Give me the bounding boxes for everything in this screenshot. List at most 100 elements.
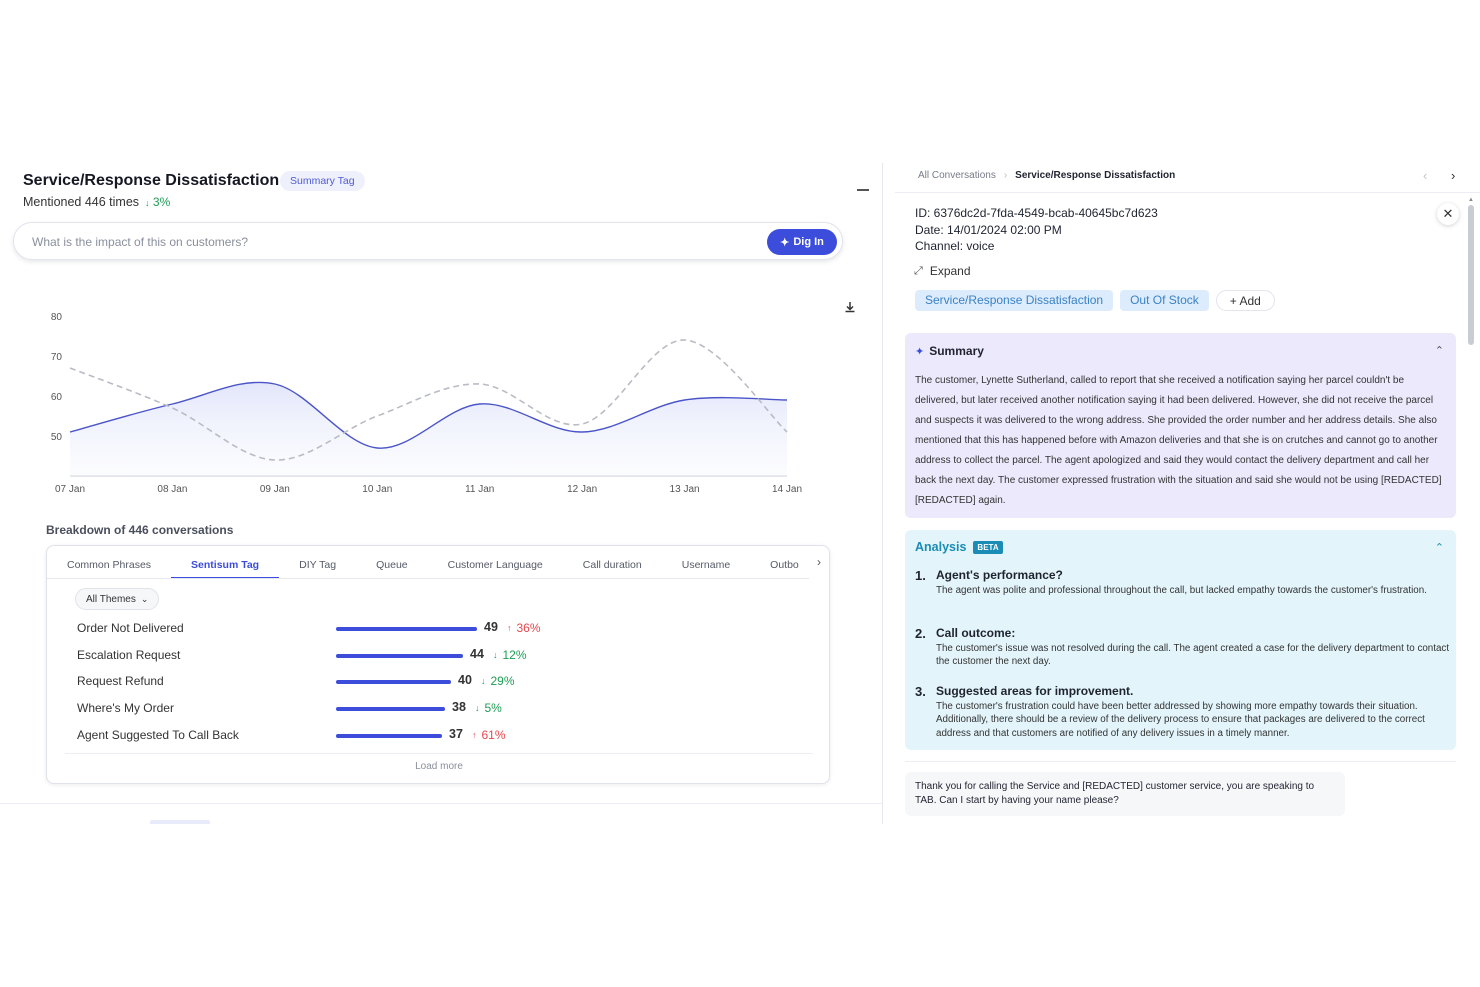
previous-conversation-icon[interactable]: ‹	[1423, 168, 1428, 183]
tab-sentisum-tag[interactable]: Sentisum Tag	[171, 546, 280, 578]
chevron-down-icon: ⌄	[140, 593, 149, 604]
scrollbar-thumb[interactable]	[1468, 205, 1474, 345]
list-item[interactable]: Order Not Delivered 49 ↑ 36%	[77, 619, 777, 639]
arrow-down-icon: ↓	[481, 676, 486, 687]
conversation-id: ID: 6376dc2d-7fda-4549-bcab-40645bc7d623	[915, 206, 1158, 220]
x-tick-label: 12 Jan	[567, 484, 597, 495]
theme-change: ↓ 29%	[481, 674, 515, 688]
tab-outbo[interactable]: Outbo	[770, 559, 799, 571]
theme-label: Escalation Request	[77, 647, 181, 662]
x-tick-label: 10 Jan	[362, 484, 392, 495]
summary-card: ✦ Summary ⌃ The customer, Lynette Suther…	[905, 333, 1456, 518]
y-tick-label: 60	[51, 392, 63, 403]
analysis-item-body: The customer's frustration could have be…	[936, 701, 1425, 739]
breadcrumb-root[interactable]: All Conversations	[918, 170, 996, 181]
theme-bar	[336, 627, 477, 631]
analysis-item-title: Agent's performance?	[936, 568, 1063, 582]
themes-dropdown-value: All Themes	[86, 593, 136, 605]
arrow-up-icon: ↑	[472, 729, 477, 740]
breadcrumb-current: Service/Response Dissatisfaction	[1015, 170, 1176, 181]
analysis-item-title: Call outcome:	[936, 626, 1016, 640]
theme-count: 49	[484, 620, 498, 634]
theme-change-value: 29%	[490, 674, 515, 689]
scroll-up-icon[interactable]: ▲	[1468, 197, 1474, 203]
ask-input[interactable]	[32, 232, 732, 252]
theme-label: Order Not Delivered	[77, 621, 184, 635]
summary-header[interactable]: ✦ Summary	[915, 344, 984, 358]
theme-change: ↓ 12%	[493, 648, 527, 662]
panel-divider	[882, 163, 883, 824]
tab-username[interactable]: Username	[681, 559, 731, 571]
ask-bar: ✦ Dig In	[13, 222, 843, 260]
theme-bar	[336, 653, 463, 658]
theme-bar	[336, 707, 445, 712]
x-tick-label: 07 Jan	[55, 484, 85, 495]
theme-count: 40	[458, 673, 472, 688]
summary-text: The customer, Lynette Sutherland, called…	[915, 375, 1442, 506]
conversation-tags: Service/Response Dissatisfaction Out Of …	[915, 290, 1275, 311]
analysis-title: Analysis	[915, 540, 967, 554]
load-more-button[interactable]: Load more	[65, 753, 813, 772]
analysis-item-number: 1.	[915, 568, 926, 583]
tab-call-duration[interactable]: Call duration	[582, 559, 642, 571]
comparison-series-line	[69, 339, 788, 461]
dig-in-label: Dig In	[793, 236, 824, 248]
minimize-icon[interactable]	[857, 189, 869, 191]
analysis-item-number: 3.	[915, 684, 926, 699]
tab-customer-language[interactable]: Customer Language	[447, 559, 543, 571]
theme-change-value: 36%	[516, 621, 541, 635]
add-tag-button[interactable]: + Add	[1215, 290, 1275, 311]
header-divider	[895, 192, 1480, 193]
tag-chip[interactable]: Out Of Stock	[1120, 290, 1209, 311]
chevron-right-icon[interactable]: ›	[817, 555, 821, 569]
download-icon[interactable]	[843, 300, 857, 314]
breakdown-tabs: Common Phrases Sentisum Tag DIY Tag Queue Cu…	[47, 546, 809, 579]
mention-count: Mentioned 446 times ↓ 3%	[23, 195, 170, 209]
mentions-line-chart: 50 60 70 80 07 Jan 08 Jan 09 Jan 10 Jan 11 Jan 12…	[51, 312, 802, 495]
tab-diy-tag[interactable]: DIY Tag	[299, 559, 337, 571]
list-item[interactable]: Where's My Order 38 ↓ 5%	[77, 699, 777, 719]
chevron-up-icon[interactable]: ⌃	[1434, 345, 1444, 357]
section-divider	[0, 803, 882, 804]
analysis-item-body: The agent was polite and professional th…	[936, 585, 1427, 596]
theme-count: 44	[470, 646, 484, 661]
page-title: Service/Response Dissatisfaction	[23, 172, 280, 189]
x-tick-label: 08 Jan	[157, 484, 187, 495]
x-tick-label: 13 Jan	[670, 484, 700, 495]
analysis-item-number: 2.	[915, 626, 926, 641]
list-item[interactable]: Escalation Request 44 ↓ 12%	[77, 646, 777, 666]
theme-change-value: 61%	[481, 727, 506, 742]
list-item[interactable]: Agent Suggested To Call Back 37 ↑ 61%	[77, 726, 777, 746]
next-section-chip	[150, 820, 210, 824]
analysis-card: Analysis BETA ⌃ 1. Agent's performance? …	[905, 530, 1456, 750]
analysis-header[interactable]: Analysis BETA	[915, 540, 1003, 554]
tab-common-phrases[interactable]: Common Phrases	[67, 559, 152, 571]
mention-change: ↓ 3%	[145, 195, 170, 209]
sparkle-icon: ✦	[915, 345, 925, 358]
list-item[interactable]: Request Refund 40 ↓ 29%	[77, 672, 777, 692]
y-tick-label: 70	[51, 352, 63, 363]
conversation-meta: ID: 6376dc2d-7fda-4549-bcab-40645bc7d623…	[915, 205, 1158, 255]
summary-tag-chip[interactable]: Summary Tag	[280, 171, 365, 191]
x-tick-label: 11 Jan	[465, 484, 494, 495]
dig-in-button[interactable]: ✦ Dig In	[767, 229, 837, 255]
conversation-date: Date: 14/01/2024 02:00 PM	[915, 222, 1062, 237]
breakdown-card: Common Phrases Sentisum Tag DIY Tag Queue Cu…	[46, 545, 830, 784]
theme-bar	[336, 733, 442, 738]
theme-detail-panel: Service/Response Dissatisfaction Summary…	[0, 163, 882, 824]
theme-count: 37	[449, 726, 463, 741]
analysis-item-body: The customer's issue was not resolved du…	[936, 643, 1450, 668]
close-icon[interactable]: ✕	[1437, 203, 1459, 225]
breadcrumb: All Conversations › Service/Response Dis…	[918, 170, 1175, 181]
expand-button[interactable]: ⤢ Expand	[914, 264, 971, 278]
chevron-up-icon[interactable]: ⌃	[1434, 542, 1444, 554]
tag-chip[interactable]: Service/Response Dissatisfaction	[915, 290, 1114, 311]
tab-queue[interactable]: Queue	[376, 559, 408, 571]
series-area	[70, 382, 787, 476]
x-tick-label: 14 Jan	[772, 484, 802, 495]
themes-dropdown[interactable]: All Themes ⌄	[75, 588, 160, 610]
breakdown-title: Breakdown of 446 conversations	[46, 523, 234, 537]
current-series-line	[69, 381, 788, 449]
beta-badge: BETA	[973, 540, 1003, 554]
next-conversation-icon[interactable]: ›	[1451, 168, 1456, 183]
